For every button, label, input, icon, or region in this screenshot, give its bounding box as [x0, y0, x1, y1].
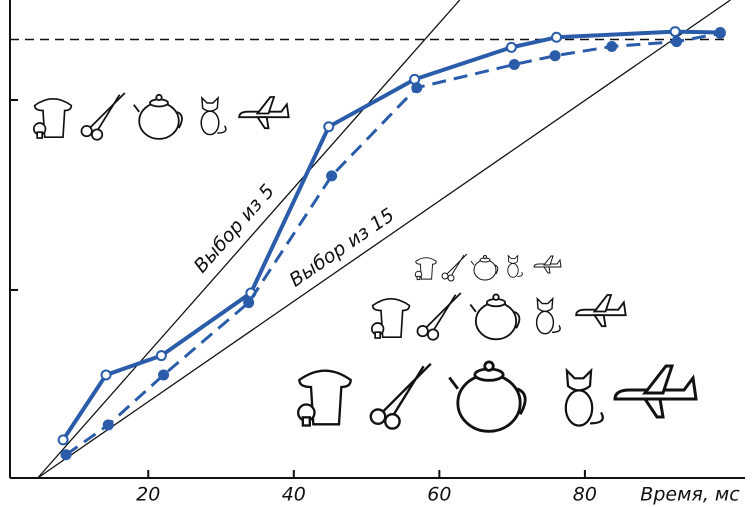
- x-axis-label: Время, мс: [640, 484, 740, 506]
- pictures: [34, 93, 696, 431]
- point: [716, 29, 725, 38]
- point: [672, 37, 681, 46]
- point: [412, 83, 421, 92]
- point: [324, 122, 333, 131]
- axes: [10, 0, 745, 478]
- point: [62, 450, 71, 459]
- point: [159, 370, 168, 379]
- chart: Время, мс 20406080Выбор из 5Выбор из 15: [0, 0, 755, 507]
- point: [507, 43, 516, 52]
- point: [671, 27, 680, 36]
- x-tick-label: 80: [573, 484, 597, 506]
- point: [102, 370, 111, 379]
- x-tick-label: 40: [282, 484, 306, 506]
- point: [327, 171, 336, 180]
- point: [157, 351, 166, 360]
- x-tick-label: 60: [427, 484, 451, 506]
- selection-line-label: Выбор из 15: [286, 204, 399, 291]
- point: [59, 435, 68, 444]
- selection-line: [38, 0, 731, 478]
- point: [607, 42, 616, 51]
- point: [552, 33, 561, 42]
- point: [551, 51, 560, 60]
- selection-line: [38, 0, 460, 478]
- x-tick-label: 20: [136, 484, 160, 506]
- point: [104, 420, 113, 429]
- point: [244, 298, 253, 307]
- point: [510, 60, 519, 69]
